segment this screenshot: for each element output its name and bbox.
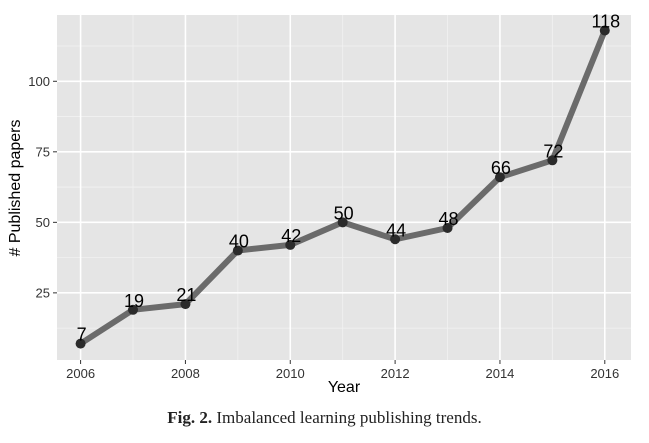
data-point: [180, 299, 191, 310]
data-point: [442, 222, 453, 233]
data-point: [75, 338, 86, 349]
y-tick-label: 100: [28, 74, 50, 89]
y-tick-label: 50: [36, 215, 50, 230]
caption-text: Imbalanced learning publishing trends.: [216, 408, 482, 427]
x-tick-label: 2010: [276, 366, 305, 381]
data-label: 48: [439, 209, 459, 229]
data-label: 21: [176, 285, 196, 305]
data-labels: 7 19 21 40 42 50 44 48 66 72 118: [77, 12, 621, 345]
data-point: [547, 155, 558, 166]
data-point: [128, 304, 139, 315]
y-tick-label: 75: [36, 144, 50, 159]
data-label: 40: [229, 232, 249, 252]
x-tick-label: 2012: [381, 366, 410, 381]
line-chart: 2006 2008 2010 2012 2014 2016 25 50 75 100 7 19 21…: [7, 12, 631, 396]
x-tick-label: 2016: [590, 366, 619, 381]
data-point: [494, 172, 505, 183]
data-point: [285, 239, 296, 250]
x-tick-labels: 2006 2008 2010 2012 2014 2016: [66, 366, 619, 381]
minor-gridlines: [57, 15, 631, 360]
plot-panel: [57, 15, 631, 360]
figure-label: Fig. 2.: [167, 408, 213, 427]
figure-caption: Fig. 2. Imbalanced learning publishing t…: [0, 408, 649, 428]
data-label: 42: [281, 226, 301, 246]
x-tick-label: 2008: [171, 366, 200, 381]
data-point: [232, 245, 243, 256]
axis-ticks: [53, 80, 606, 364]
x-axis-title: Year: [328, 379, 361, 396]
data-label: 72: [543, 141, 563, 161]
y-axis-title: # Published papers: [7, 120, 24, 257]
y-tick-label: 25: [36, 285, 50, 300]
y-tick-labels: 25 50 75 100: [28, 74, 50, 301]
data-label: 50: [334, 203, 354, 223]
x-tick-label: 2014: [485, 366, 514, 381]
data-point: [599, 25, 610, 36]
data-point: [337, 217, 348, 228]
data-points: [75, 25, 610, 349]
x-tick-label: 2006: [66, 366, 95, 381]
data-label: 118: [591, 12, 620, 32]
data-point: [390, 234, 401, 245]
major-gridlines: [57, 15, 631, 360]
data-label: 66: [491, 158, 511, 178]
data-label: 7: [77, 325, 87, 345]
data-label: 44: [386, 220, 406, 240]
data-label: 19: [124, 291, 144, 311]
